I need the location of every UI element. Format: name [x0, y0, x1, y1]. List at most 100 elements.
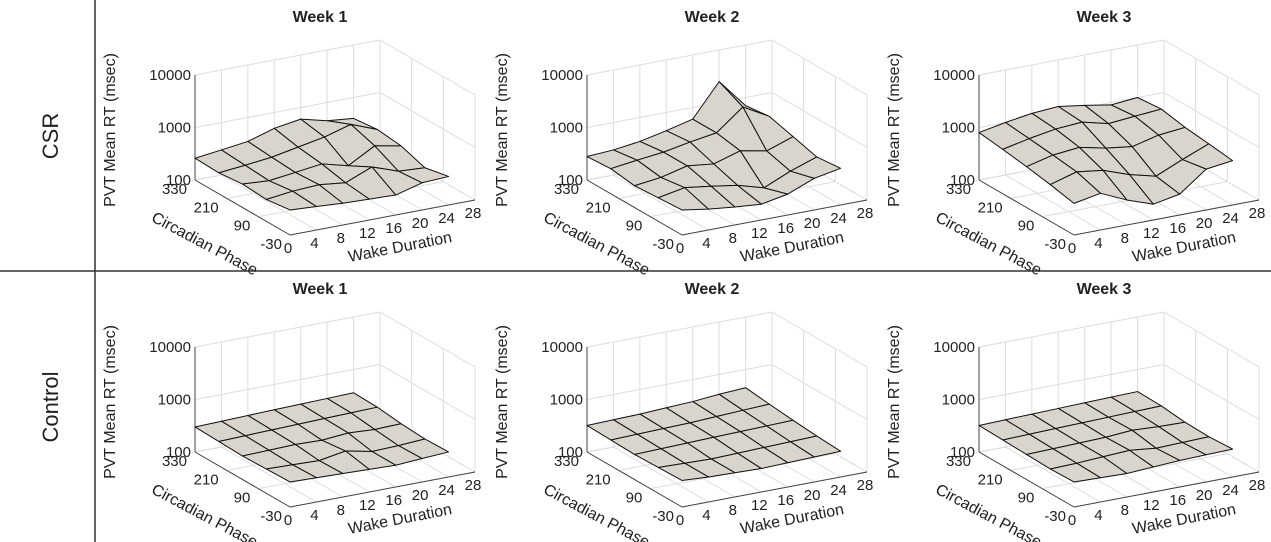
z-tick-label: 10000: [541, 339, 583, 356]
row-label: Control: [38, 372, 63, 443]
x-tick-label: 24: [1222, 210, 1239, 227]
grid-line: [1163, 364, 1260, 420]
x-tick-label: 0: [676, 240, 684, 257]
chart-title: Week 3: [1077, 9, 1132, 26]
z-tick-label: 10000: [149, 67, 191, 84]
x-tick-label: 12: [1143, 497, 1160, 514]
x-tick-label: 24: [830, 482, 847, 499]
grid-line: [1163, 39, 1260, 96]
grid-line: [978, 364, 1165, 400]
x-tick-label: 20: [1196, 215, 1213, 232]
y-tick-label: 210: [194, 471, 219, 488]
axis-line: [586, 179, 683, 236]
grid-line: [771, 364, 868, 420]
axis-line: [194, 451, 291, 508]
grid-line: [194, 92, 381, 128]
x-tick-label: 8: [337, 230, 345, 247]
z-axis-label: PVT Mean RT (msec): [494, 325, 511, 479]
y-tick-label: 210: [586, 199, 611, 216]
z-tick-label: 10000: [541, 67, 583, 84]
x-tick-label: 0: [676, 512, 684, 529]
surface-patch: [265, 190, 317, 211]
y-tick-label: -30: [652, 236, 674, 253]
chart-title: Week 2: [685, 281, 740, 298]
y-tick-label: 330: [162, 453, 187, 470]
chart-title: Week 2: [685, 9, 740, 26]
grid-line: [1005, 446, 1101, 503]
z-tick-label: 10000: [149, 339, 191, 356]
axis-line: [978, 179, 1075, 236]
z-axis-label: PVT Mean RT (msec): [494, 53, 511, 207]
axis-line: [194, 179, 291, 236]
axis-line: [978, 451, 1075, 508]
axis-line: [289, 199, 476, 236]
axis-line: [1073, 471, 1260, 508]
y-tick-label: 90: [234, 490, 251, 507]
y-tick-label: -30: [1044, 508, 1066, 525]
x-tick-label: 12: [359, 225, 376, 242]
x-tick-label: 28: [465, 205, 482, 222]
y-tick-label: 90: [234, 218, 251, 235]
y-tick-label: 330: [946, 453, 971, 470]
x-tick-label: 8: [1121, 230, 1129, 247]
z-tick-label: 100: [950, 172, 975, 189]
x-tick-label: 28: [857, 477, 874, 494]
surface-patch: [1049, 171, 1101, 204]
grid-line: [978, 39, 1165, 76]
z-axis-label: PVT Mean RT (msec): [102, 53, 119, 207]
z-axis-label: PVT Mean RT (msec): [886, 53, 903, 207]
row-label: CSR: [38, 113, 63, 159]
y-tick-label: 210: [586, 471, 611, 488]
x-tick-label: 16: [777, 220, 794, 237]
grid-line: [586, 311, 773, 348]
grid-line: [771, 92, 868, 148]
y-tick-label: 90: [1018, 218, 1035, 235]
x-tick-label: 12: [1143, 225, 1160, 242]
z-tick-label: 100: [166, 172, 191, 189]
y-tick-label: 210: [978, 471, 1003, 488]
surface-patch: [657, 187, 709, 211]
grid-line: [379, 39, 476, 96]
grid-line: [771, 39, 868, 96]
z-axis-label: PVT Mean RT (msec): [886, 325, 903, 479]
x-tick-label: 0: [1068, 240, 1076, 257]
y-tick-label: 330: [554, 453, 579, 470]
axis-line: [1073, 199, 1260, 236]
x-tick-label: 4: [1094, 507, 1102, 524]
grid-line: [613, 174, 709, 231]
grid-line: [613, 446, 709, 503]
x-tick-label: 20: [1196, 487, 1213, 504]
x-tick-label: 24: [830, 210, 847, 227]
chart-title: Week 3: [1077, 281, 1132, 298]
grid-line: [586, 92, 773, 128]
y-tick-label: -30: [1044, 236, 1066, 253]
x-tick-label: 0: [1068, 512, 1076, 529]
z-tick-label: 100: [166, 444, 191, 461]
surface-patch: [657, 462, 709, 481]
grid-line: [194, 39, 381, 76]
grid-line: [1163, 311, 1260, 368]
axis-line: [586, 451, 683, 508]
y-tick-label: -30: [260, 508, 282, 525]
grid-line: [194, 311, 381, 348]
x-tick-label: 4: [702, 235, 710, 252]
y-tick-label: -30: [652, 508, 674, 525]
x-tick-label: 20: [412, 487, 429, 504]
x-tick-label: 4: [310, 235, 318, 252]
grid-line: [194, 364, 381, 400]
z-tick-label: 100: [558, 172, 583, 189]
grid-line: [1005, 174, 1101, 231]
x-tick-label: 0: [284, 512, 292, 529]
x-tick-label: 24: [1222, 482, 1239, 499]
x-tick-label: 16: [1169, 220, 1186, 237]
x-tick-label: 8: [337, 502, 345, 519]
z-tick-label: 1000: [550, 120, 583, 137]
z-tick-label: 1000: [942, 392, 975, 409]
x-tick-label: 16: [1169, 492, 1186, 509]
x-tick-label: 4: [310, 507, 318, 524]
grid-line: [379, 311, 476, 368]
grid-line: [221, 174, 317, 231]
grid-line: [586, 364, 773, 400]
grid-line: [221, 446, 317, 503]
